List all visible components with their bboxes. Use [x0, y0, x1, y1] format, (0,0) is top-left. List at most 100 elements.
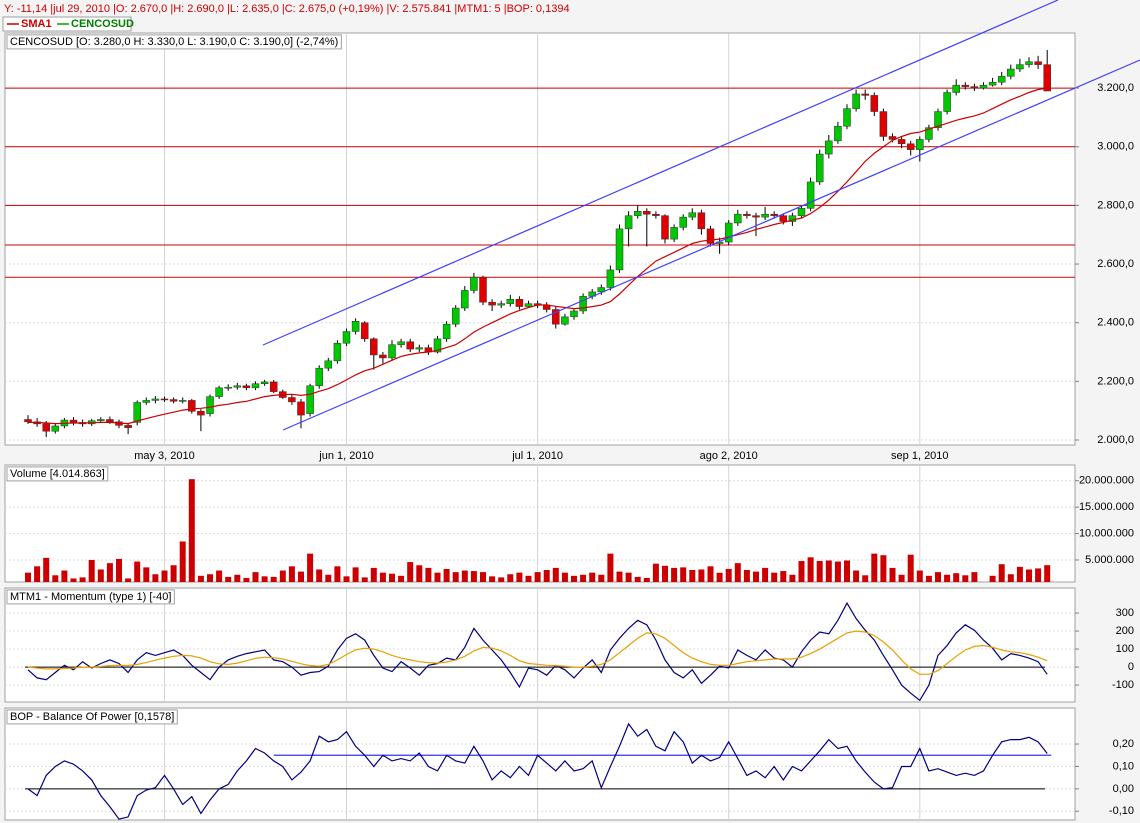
candle-body	[442, 323, 451, 340]
volume-bar	[361, 577, 368, 582]
volume-bar	[716, 572, 723, 582]
panel-title-box	[6, 709, 178, 725]
volume-bar	[452, 572, 459, 582]
volume-bar	[734, 563, 741, 582]
candle-body	[515, 298, 524, 307]
y-tick-label: 3.000,0	[1097, 141, 1134, 153]
volume-bar	[589, 572, 596, 582]
candle-body	[997, 76, 1006, 83]
candle-body	[342, 331, 351, 344]
volume-bar	[561, 572, 568, 582]
candle-body	[579, 296, 587, 312]
volume-bar	[480, 572, 486, 582]
candle-body	[1025, 61, 1033, 65]
candle-body	[806, 181, 815, 209]
y-tick-label: 2.400,0	[1097, 317, 1134, 329]
candle-body	[597, 287, 606, 293]
candle-body	[724, 222, 733, 243]
volume-bar	[79, 577, 86, 582]
volume-bar	[489, 576, 496, 582]
candle-body	[42, 423, 50, 432]
volume-bar	[962, 575, 969, 582]
volume-bar	[634, 576, 641, 582]
volume-bar	[88, 559, 95, 582]
panel-title-box	[6, 34, 342, 50]
volume-bar	[470, 571, 477, 582]
panels: CENCOSUD [O: 3.280,0 H: 3.330,0 L: 3.190…	[4, 32, 1076, 821]
candle-body	[661, 215, 669, 240]
y-tick-label: -100	[1112, 679, 1134, 691]
volume-bar	[43, 557, 50, 582]
candle-body	[415, 347, 424, 350]
candle-body	[679, 216, 687, 228]
candle-body	[206, 396, 214, 414]
volume-bar	[61, 570, 68, 582]
volume-bar	[134, 561, 141, 582]
candle-body	[306, 385, 314, 414]
candle-body	[970, 86, 979, 89]
candle-body	[188, 400, 196, 412]
candle-body	[697, 212, 706, 230]
candle-body	[524, 303, 533, 307]
volume-bar	[762, 567, 769, 582]
volume-bar	[225, 576, 232, 582]
candle-body	[288, 397, 296, 403]
volume-bar	[753, 571, 759, 582]
panel-frame	[4, 707, 1076, 821]
candle-body	[925, 127, 933, 140]
y-tick-label: 0,20	[1113, 738, 1134, 750]
volume-bar	[1035, 568, 1042, 582]
volume-bar	[34, 566, 41, 582]
volume-bar	[643, 577, 650, 582]
volume-bar	[971, 572, 978, 582]
candle-body	[1043, 64, 1051, 92]
candle-body	[406, 341, 414, 350]
y-tick-label: 20.000.000	[1079, 475, 1134, 487]
volume-bar	[461, 570, 468, 582]
volume-bar	[106, 563, 113, 582]
candle-body	[351, 320, 360, 332]
volume-bar	[443, 568, 450, 582]
volume-bar	[552, 567, 559, 582]
candle-body	[151, 398, 160, 401]
candle-body	[324, 360, 333, 369]
volume-bar	[407, 562, 414, 582]
volume-bar	[389, 573, 395, 582]
candle-body	[779, 215, 788, 222]
candle-body	[570, 310, 578, 318]
volume-bar	[925, 575, 932, 582]
volume-bar	[935, 572, 941, 582]
candle-body	[488, 301, 496, 306]
volume-bar	[625, 572, 632, 582]
candle-body	[1007, 68, 1015, 77]
volume-bar	[798, 561, 805, 582]
volume-bar	[370, 567, 377, 582]
volume-bar	[989, 575, 996, 582]
legend-label: SMA1	[21, 18, 52, 30]
candle-body	[24, 419, 32, 423]
candle-body	[670, 227, 678, 240]
volume-bar	[261, 576, 268, 582]
volume-bar	[662, 565, 668, 582]
panel-frame	[4, 32, 1076, 446]
y-tick-label: 5.000.000	[1085, 554, 1134, 566]
candle-body	[752, 215, 760, 218]
candle-body	[479, 276, 487, 303]
line-series	[28, 87, 1048, 425]
panel-title-box	[6, 466, 109, 482]
volume-bar	[243, 577, 250, 582]
volume-bar	[834, 561, 841, 582]
candle-body	[506, 298, 515, 304]
candle-body	[788, 215, 797, 222]
volume-bar	[316, 569, 323, 582]
volume-bar	[1007, 574, 1014, 582]
volume-bar	[889, 567, 896, 582]
candle-body	[297, 401, 305, 416]
candle-body	[688, 212, 697, 218]
volume-bar	[343, 576, 350, 582]
y-tick-label: 15.000.000	[1079, 501, 1134, 513]
volume-bar	[816, 561, 823, 582]
y-tick-label: 100	[1116, 643, 1134, 655]
volume-bar	[944, 574, 951, 582]
legend-label: CENCOSUD	[71, 18, 134, 30]
